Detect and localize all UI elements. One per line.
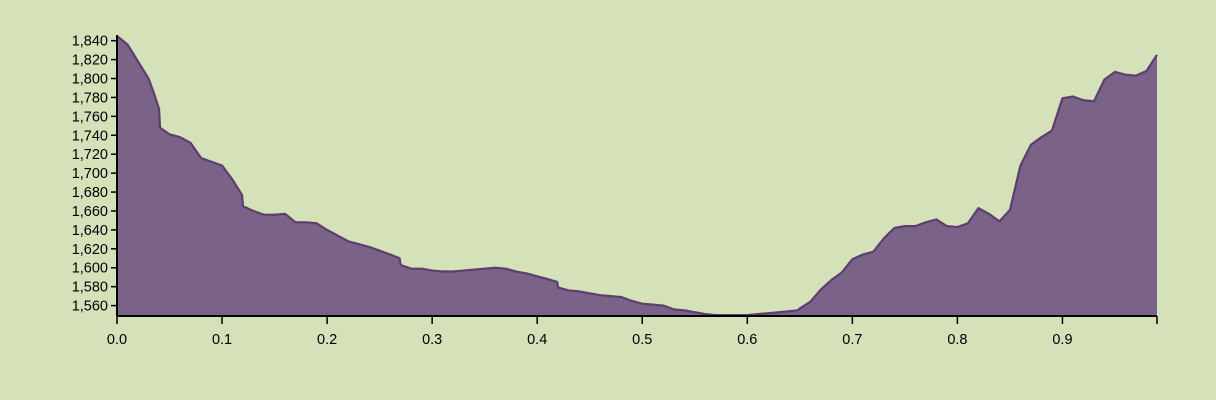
x-tick-label: 0.6 (737, 332, 757, 348)
y-tick-label: 1,700 (72, 166, 108, 182)
y-tick-label: 1,800 (72, 72, 108, 88)
area-fill-series-0 (117, 35, 1157, 316)
x-tick-label: 0.8 (947, 332, 967, 348)
y-tick-label: 1,840 (72, 34, 108, 50)
y-tick-label: 1,620 (72, 242, 108, 258)
x-tick-label: 0.7 (842, 332, 862, 348)
y-tick-label: 1,660 (72, 204, 108, 220)
y-tick-label: 1,680 (72, 185, 108, 201)
x-tick-label: 0.2 (317, 332, 337, 348)
plot-area (116, 35, 1158, 317)
x-tick-label: 0.4 (527, 332, 547, 348)
x-axis: 0.0 0.1 0.2 0.3 0.4 0.5 0.6 0.7 0.8 0.9 (107, 315, 1158, 348)
y-tick-label: 1,560 (72, 299, 108, 315)
y-tick-label: 1,580 (72, 280, 108, 296)
y-axis: 1,560 1,580 1,600 1,620 1,640 1,660 1,680 1,700… (72, 34, 118, 316)
area-line-series-0 (116, 35, 1158, 317)
x-tick-label: 0.5 (632, 332, 652, 348)
x-tick-label: 0.1 (212, 332, 232, 348)
y-tick-label: 1,740 (72, 128, 108, 144)
y-tick-label: 1,600 (72, 261, 108, 277)
x-tick-label: 0.0 (107, 332, 127, 348)
y-tick-label: 1,760 (72, 109, 108, 125)
y-tick-label: 1,720 (72, 147, 108, 163)
y-tick-label: 1,820 (72, 53, 108, 69)
x-tick-label: 0.9 (1052, 332, 1072, 348)
x-tick-label: 0.3 (422, 332, 442, 348)
y-tick-label: 1,780 (72, 90, 108, 106)
y-tick-label: 1,640 (72, 223, 108, 239)
